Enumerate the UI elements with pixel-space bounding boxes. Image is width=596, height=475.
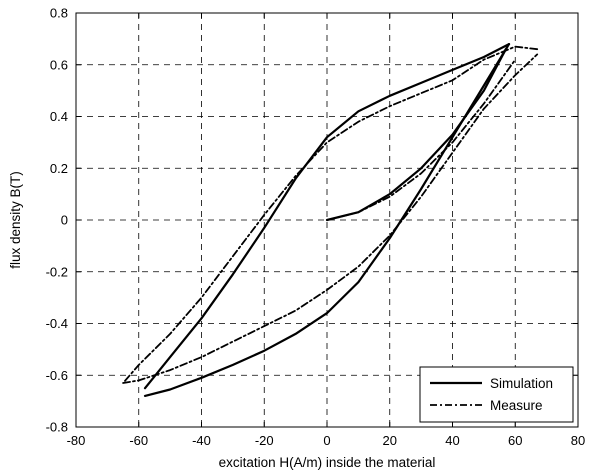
x-tick-label: -60 <box>129 433 148 448</box>
series-line-measure-upper-branch <box>122 45 539 384</box>
y-tick-label: 0.6 <box>50 57 68 72</box>
series-line-measure-initial-curve <box>326 58 517 221</box>
legend-box <box>419 366 574 423</box>
legend: Simulation Measure <box>419 366 574 423</box>
x-tick-label: 0 <box>323 433 330 448</box>
y-tick-label: -0.4 <box>46 316 68 331</box>
tick-layer: -80 -60 -40 -20 0 20 40 60 80 -0.8 -0.6 -0.4 -0.2 0 0.… <box>46 6 586 449</box>
y-tick-label: 0.2 <box>50 161 68 176</box>
y-tick-label: -0.8 <box>46 420 68 435</box>
series-layer <box>122 42 539 397</box>
x-tick-label: -20 <box>255 433 274 448</box>
y-axis-label: flux density B(T) <box>8 171 23 269</box>
grid-lines <box>76 13 578 427</box>
y-tick-label: 0.8 <box>50 6 68 21</box>
x-tick-label: 60 <box>508 433 522 448</box>
x-tick-label: 20 <box>383 433 397 448</box>
series-measure <box>122 45 539 384</box>
x-axis-label: excitation H(A/m) inside the material <box>219 455 436 470</box>
y-tick-label: -0.6 <box>46 368 68 383</box>
legend-label-measure: Measure <box>490 398 543 413</box>
y-tick-label: 0 <box>61 213 68 228</box>
series-line-simulation-upper-branch <box>143 42 511 390</box>
series-line-measure-lower-branch <box>122 53 539 384</box>
legend-label-simulation: Simulation <box>490 376 553 391</box>
x-tick-label: -40 <box>192 433 211 448</box>
x-tick-label: 80 <box>571 433 585 448</box>
y-tick-label: -0.2 <box>46 264 68 279</box>
x-tick-label: 40 <box>445 433 459 448</box>
x-tick-label: -80 <box>67 433 86 448</box>
y-tick-label: 0.4 <box>50 109 68 124</box>
series-line-simulation-lower-branch <box>143 42 511 397</box>
